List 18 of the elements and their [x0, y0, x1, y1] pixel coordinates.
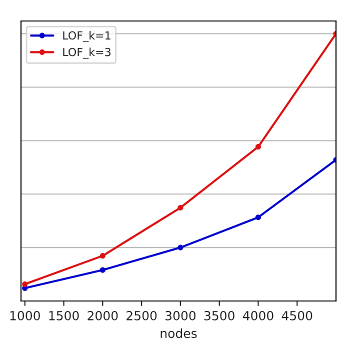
x-tick-label: 4000 — [242, 310, 274, 320]
x-tick-label: 1000 — [10, 310, 40, 320]
x-tick-label: 2000 — [88, 310, 118, 320]
x-tick-label: 1500 — [49, 310, 79, 320]
point — [22, 281, 28, 287]
point — [255, 214, 261, 220]
x-tick-label: 4500 — [282, 310, 312, 320]
point — [178, 204, 184, 210]
legend-label: LOF_k=3 — [63, 48, 111, 59]
point — [178, 244, 184, 250]
point — [100, 267, 106, 273]
point — [100, 253, 106, 259]
x-axis-title: nodes — [160, 328, 197, 338]
x-tick-label: 2500 — [126, 310, 157, 320]
point — [255, 144, 261, 150]
x-tick-label: 3500 — [204, 310, 234, 320]
legend-label: LOF_k=1 — [63, 31, 110, 42]
x-tick-label: 3000 — [165, 310, 196, 320]
